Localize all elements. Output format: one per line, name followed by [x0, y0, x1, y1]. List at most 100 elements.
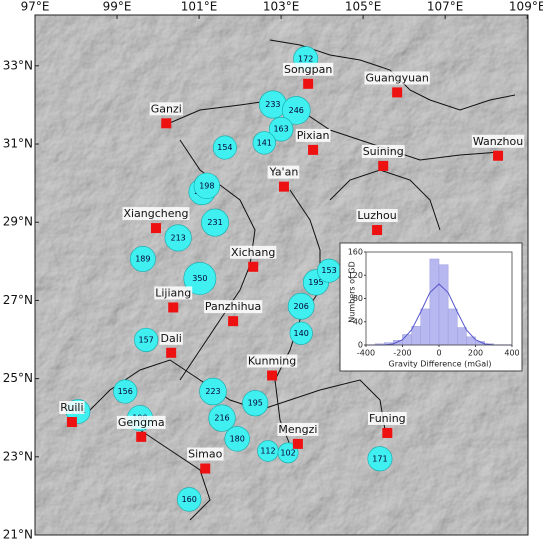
city-label: Xichang — [231, 246, 275, 259]
city-label-bg — [154, 286, 193, 300]
city-label: Ganzi — [151, 102, 182, 115]
city-marker — [150, 223, 161, 234]
city-label-bg — [159, 331, 183, 345]
lat-tick-label: 23°N — [3, 449, 33, 463]
station-value: 195 — [308, 278, 323, 287]
x-tick-label: -200 — [393, 349, 411, 358]
city-marker — [66, 417, 77, 428]
lon-tick-label: 103°E — [263, 0, 300, 14]
city-marker — [267, 370, 278, 381]
station-value: 163 — [273, 125, 288, 134]
hist-bar — [411, 326, 421, 346]
city-label-bg — [203, 300, 263, 314]
city-label: Dali — [161, 332, 182, 345]
city-label-bg — [367, 411, 407, 425]
city-marker — [228, 316, 239, 327]
hist-bar — [438, 264, 449, 346]
station-value: 160 — [182, 495, 197, 504]
city-marker — [372, 225, 383, 236]
city-marker — [168, 302, 179, 313]
city-marker — [382, 427, 393, 438]
station — [208, 404, 236, 432]
city-label: Kunming — [248, 354, 296, 367]
city-marker — [166, 347, 177, 358]
station-value: 350 — [192, 274, 207, 283]
city-label: Pixian — [297, 129, 330, 142]
x-tick-label: 400 — [504, 349, 519, 358]
city-label-bg — [246, 354, 298, 368]
city-label: Panzhihua — [205, 300, 261, 313]
hist-bar — [457, 327, 467, 346]
lat-tick-label: 27°N — [3, 293, 33, 307]
station-value: 246 — [289, 106, 304, 115]
route — [274, 189, 321, 446]
station-value: 231 — [207, 218, 222, 227]
station — [367, 446, 393, 472]
city-marker — [161, 118, 172, 129]
station-value: 157 — [139, 335, 154, 344]
station — [287, 292, 315, 320]
lon-tick-label: 99°E — [103, 0, 132, 14]
city-marker — [303, 78, 314, 89]
y-axis-label: Numbers of GD — [348, 261, 357, 322]
station-value: 206 — [294, 302, 309, 311]
station — [129, 246, 156, 272]
city-label: Simao — [188, 448, 222, 461]
city-label-bg — [122, 207, 190, 221]
city-label-bg — [295, 128, 331, 142]
lon-tick-label: 97°E — [21, 0, 50, 14]
hist-bar — [429, 258, 440, 346]
city-marker — [493, 150, 504, 161]
station-value: 140 — [294, 329, 309, 338]
lon-tick-label: 109°E — [509, 0, 543, 14]
fit-curve — [366, 283, 512, 346]
city-marker — [278, 181, 289, 192]
city-marker — [378, 160, 389, 171]
station — [177, 487, 202, 512]
city-label-bg — [277, 422, 319, 436]
histogram-inset: Numbers of GD Gravity Difference (mGal) … — [339, 242, 523, 372]
lat-tick-label: 33°N — [3, 58, 33, 72]
city-label-bg — [267, 165, 300, 179]
x-tick-label: -400 — [357, 349, 375, 358]
city-label-bg — [282, 62, 334, 76]
city-label-bg — [361, 144, 405, 158]
station-value: 198 — [199, 181, 214, 190]
city-label: Ya'an — [269, 166, 299, 179]
city-label: Wanzhou — [473, 135, 523, 148]
city-marker — [136, 431, 147, 442]
lon-tick-label: 101°E — [181, 0, 218, 14]
y-tick-label: 80 — [353, 294, 363, 303]
station — [224, 426, 250, 452]
lat-tick-label: 25°N — [3, 371, 33, 385]
city-marker — [248, 261, 259, 272]
city-label: Lijiang — [155, 286, 191, 299]
city-marker — [292, 438, 303, 449]
lat-tick-label: 31°N — [3, 137, 33, 151]
city-marker — [308, 144, 319, 155]
y-tick-label: 0 — [358, 341, 363, 350]
station — [201, 208, 229, 237]
station-value: 154 — [217, 143, 232, 152]
station — [212, 135, 237, 160]
city-label: Suining — [363, 145, 404, 158]
city-label-bg — [149, 102, 183, 116]
station-value: 102 — [280, 448, 295, 457]
y-tick-label: 40 — [353, 317, 363, 326]
city-label-bg — [364, 71, 430, 85]
x-tick-label: 0 — [436, 349, 441, 358]
station — [252, 131, 276, 155]
city-marker — [200, 463, 211, 474]
city-label: Guangyuan — [365, 71, 428, 84]
city-label-bg — [59, 401, 85, 415]
station-value: 172 — [298, 54, 313, 63]
lat-tick-label: 29°N — [3, 215, 33, 229]
station-value: 171 — [372, 454, 387, 463]
city-label-bg — [356, 209, 398, 223]
hist-bar — [447, 308, 458, 346]
route — [139, 429, 211, 521]
station — [134, 327, 159, 352]
city-marker — [392, 87, 403, 98]
lat-tick-label: 21°N — [3, 528, 33, 542]
